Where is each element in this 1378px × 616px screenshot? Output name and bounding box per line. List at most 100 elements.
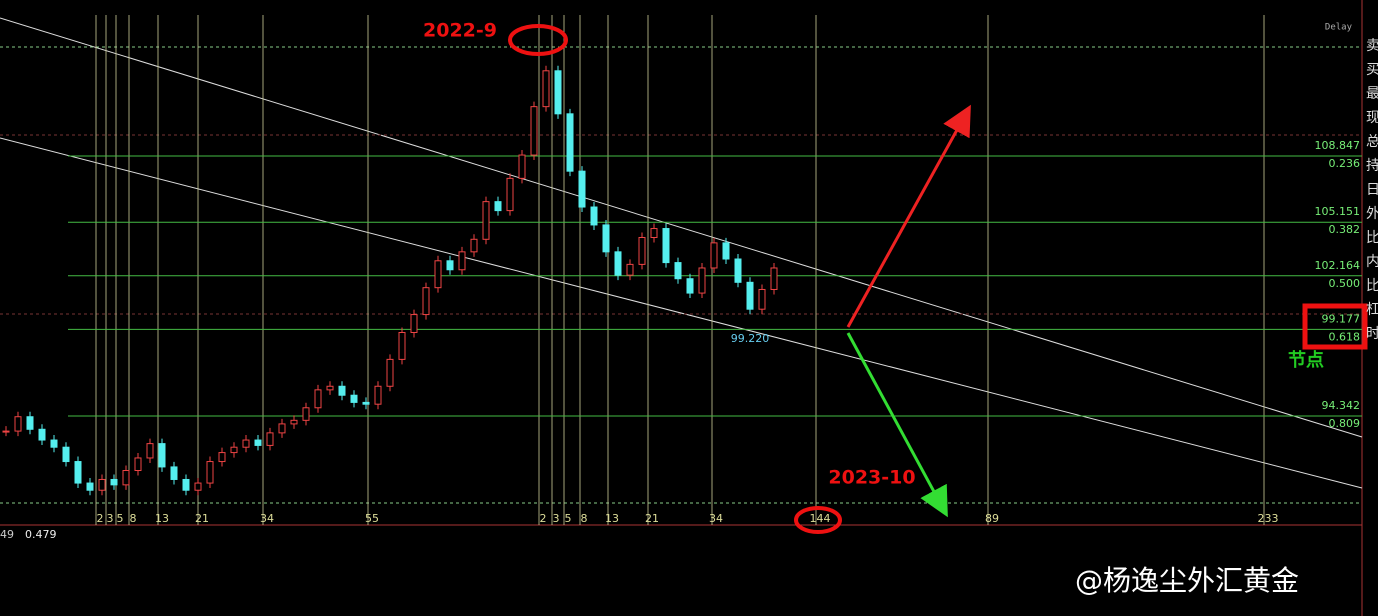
candle <box>602 224 610 253</box>
fib-ratio: 0.382 <box>1329 223 1361 236</box>
candle <box>2 430 10 433</box>
candle <box>686 278 694 294</box>
trend-line <box>0 137 1363 489</box>
candle <box>26 416 34 430</box>
status: Delay <box>1325 23 1353 33</box>
candle <box>98 478 106 491</box>
candle <box>122 470 130 486</box>
candle <box>338 385 346 396</box>
candle <box>14 416 22 432</box>
candle <box>182 478 190 491</box>
fib-ratio: 0.809 <box>1329 417 1361 430</box>
candle <box>698 267 706 294</box>
time-label: 5 <box>565 512 572 525</box>
low-label: 99.220 <box>731 332 770 345</box>
fib-ratio: 0.236 <box>1329 157 1361 170</box>
down-arrow <box>846 332 948 518</box>
indicator-value: 0.479 <box>25 528 57 541</box>
candle <box>242 439 250 448</box>
candle <box>278 423 286 434</box>
candle <box>746 281 754 310</box>
candle <box>482 201 490 240</box>
candle <box>194 482 202 491</box>
time-label: 21 <box>195 512 209 525</box>
candle <box>650 228 658 238</box>
time-label: 233 <box>1258 512 1279 525</box>
candle <box>758 288 766 310</box>
fib-price: 108.847 <box>1315 139 1361 152</box>
candle <box>134 457 142 472</box>
candle <box>218 452 226 463</box>
indicator-label: 49 <box>0 528 14 541</box>
candle <box>410 314 418 333</box>
candle <box>170 466 178 480</box>
time-label: 55 <box>365 512 379 525</box>
candle <box>734 258 742 283</box>
candle <box>722 242 730 260</box>
candle <box>494 201 502 212</box>
side-label: 持 <box>1366 158 1378 174</box>
candle <box>266 432 274 446</box>
side-label: 卖 <box>1366 38 1378 54</box>
candle <box>566 113 574 172</box>
candle <box>530 106 538 156</box>
candle <box>158 443 166 468</box>
side-label: 比 <box>1366 278 1378 294</box>
time-label: 89 <box>985 512 999 525</box>
candle <box>362 401 370 405</box>
time-label: 13 <box>605 512 619 525</box>
side-label: 买 <box>1366 62 1378 78</box>
fib-ratio: 0.618 <box>1329 330 1361 343</box>
watermark: @杨逸尘外汇黄金 <box>1075 564 1299 597</box>
time-label: 8 <box>581 512 588 525</box>
candle <box>518 154 526 179</box>
candle <box>614 251 622 276</box>
candle <box>74 461 82 484</box>
annotation: 2023-10 <box>828 467 915 489</box>
candle <box>434 260 442 289</box>
candle <box>422 287 430 316</box>
candle <box>662 228 670 264</box>
side-label: 比 <box>1366 230 1378 246</box>
fib-ratio: 0.500 <box>1329 277 1361 290</box>
candle <box>398 331 406 360</box>
highlight-box <box>1302 303 1368 350</box>
candle <box>458 251 466 271</box>
side-label: 总 <box>1366 134 1378 150</box>
up-arrow <box>846 104 971 328</box>
candle <box>710 242 718 269</box>
candle <box>626 263 634 276</box>
candle <box>326 385 334 391</box>
candle <box>674 262 682 280</box>
fib-price: 102.164 <box>1315 259 1361 272</box>
time-label: 5 <box>117 512 124 525</box>
candle <box>86 482 94 491</box>
candle <box>542 70 550 108</box>
candle <box>230 446 238 454</box>
side-label: 杠 <box>1366 302 1378 318</box>
annotation: 2022-9 <box>423 20 497 42</box>
candle <box>206 461 214 484</box>
time-label: 34 <box>709 512 723 525</box>
candle <box>62 446 70 463</box>
candle <box>638 236 646 265</box>
time-label: 8 <box>130 512 137 525</box>
time-label: 21 <box>645 512 659 525</box>
fib-price: 94.342 <box>1322 399 1361 412</box>
fib-price: 99.177 <box>1322 312 1361 325</box>
highlight-ellipse <box>794 506 842 534</box>
fib-price: 105.151 <box>1315 205 1361 218</box>
candle <box>374 385 382 405</box>
candle <box>590 206 598 226</box>
candle <box>578 170 586 208</box>
candle <box>38 428 46 441</box>
candle <box>314 389 322 409</box>
annotation: 节点 <box>1288 349 1324 371</box>
time-label: 3 <box>107 512 114 525</box>
candle <box>770 267 778 290</box>
side-label: 外 <box>1366 206 1378 222</box>
